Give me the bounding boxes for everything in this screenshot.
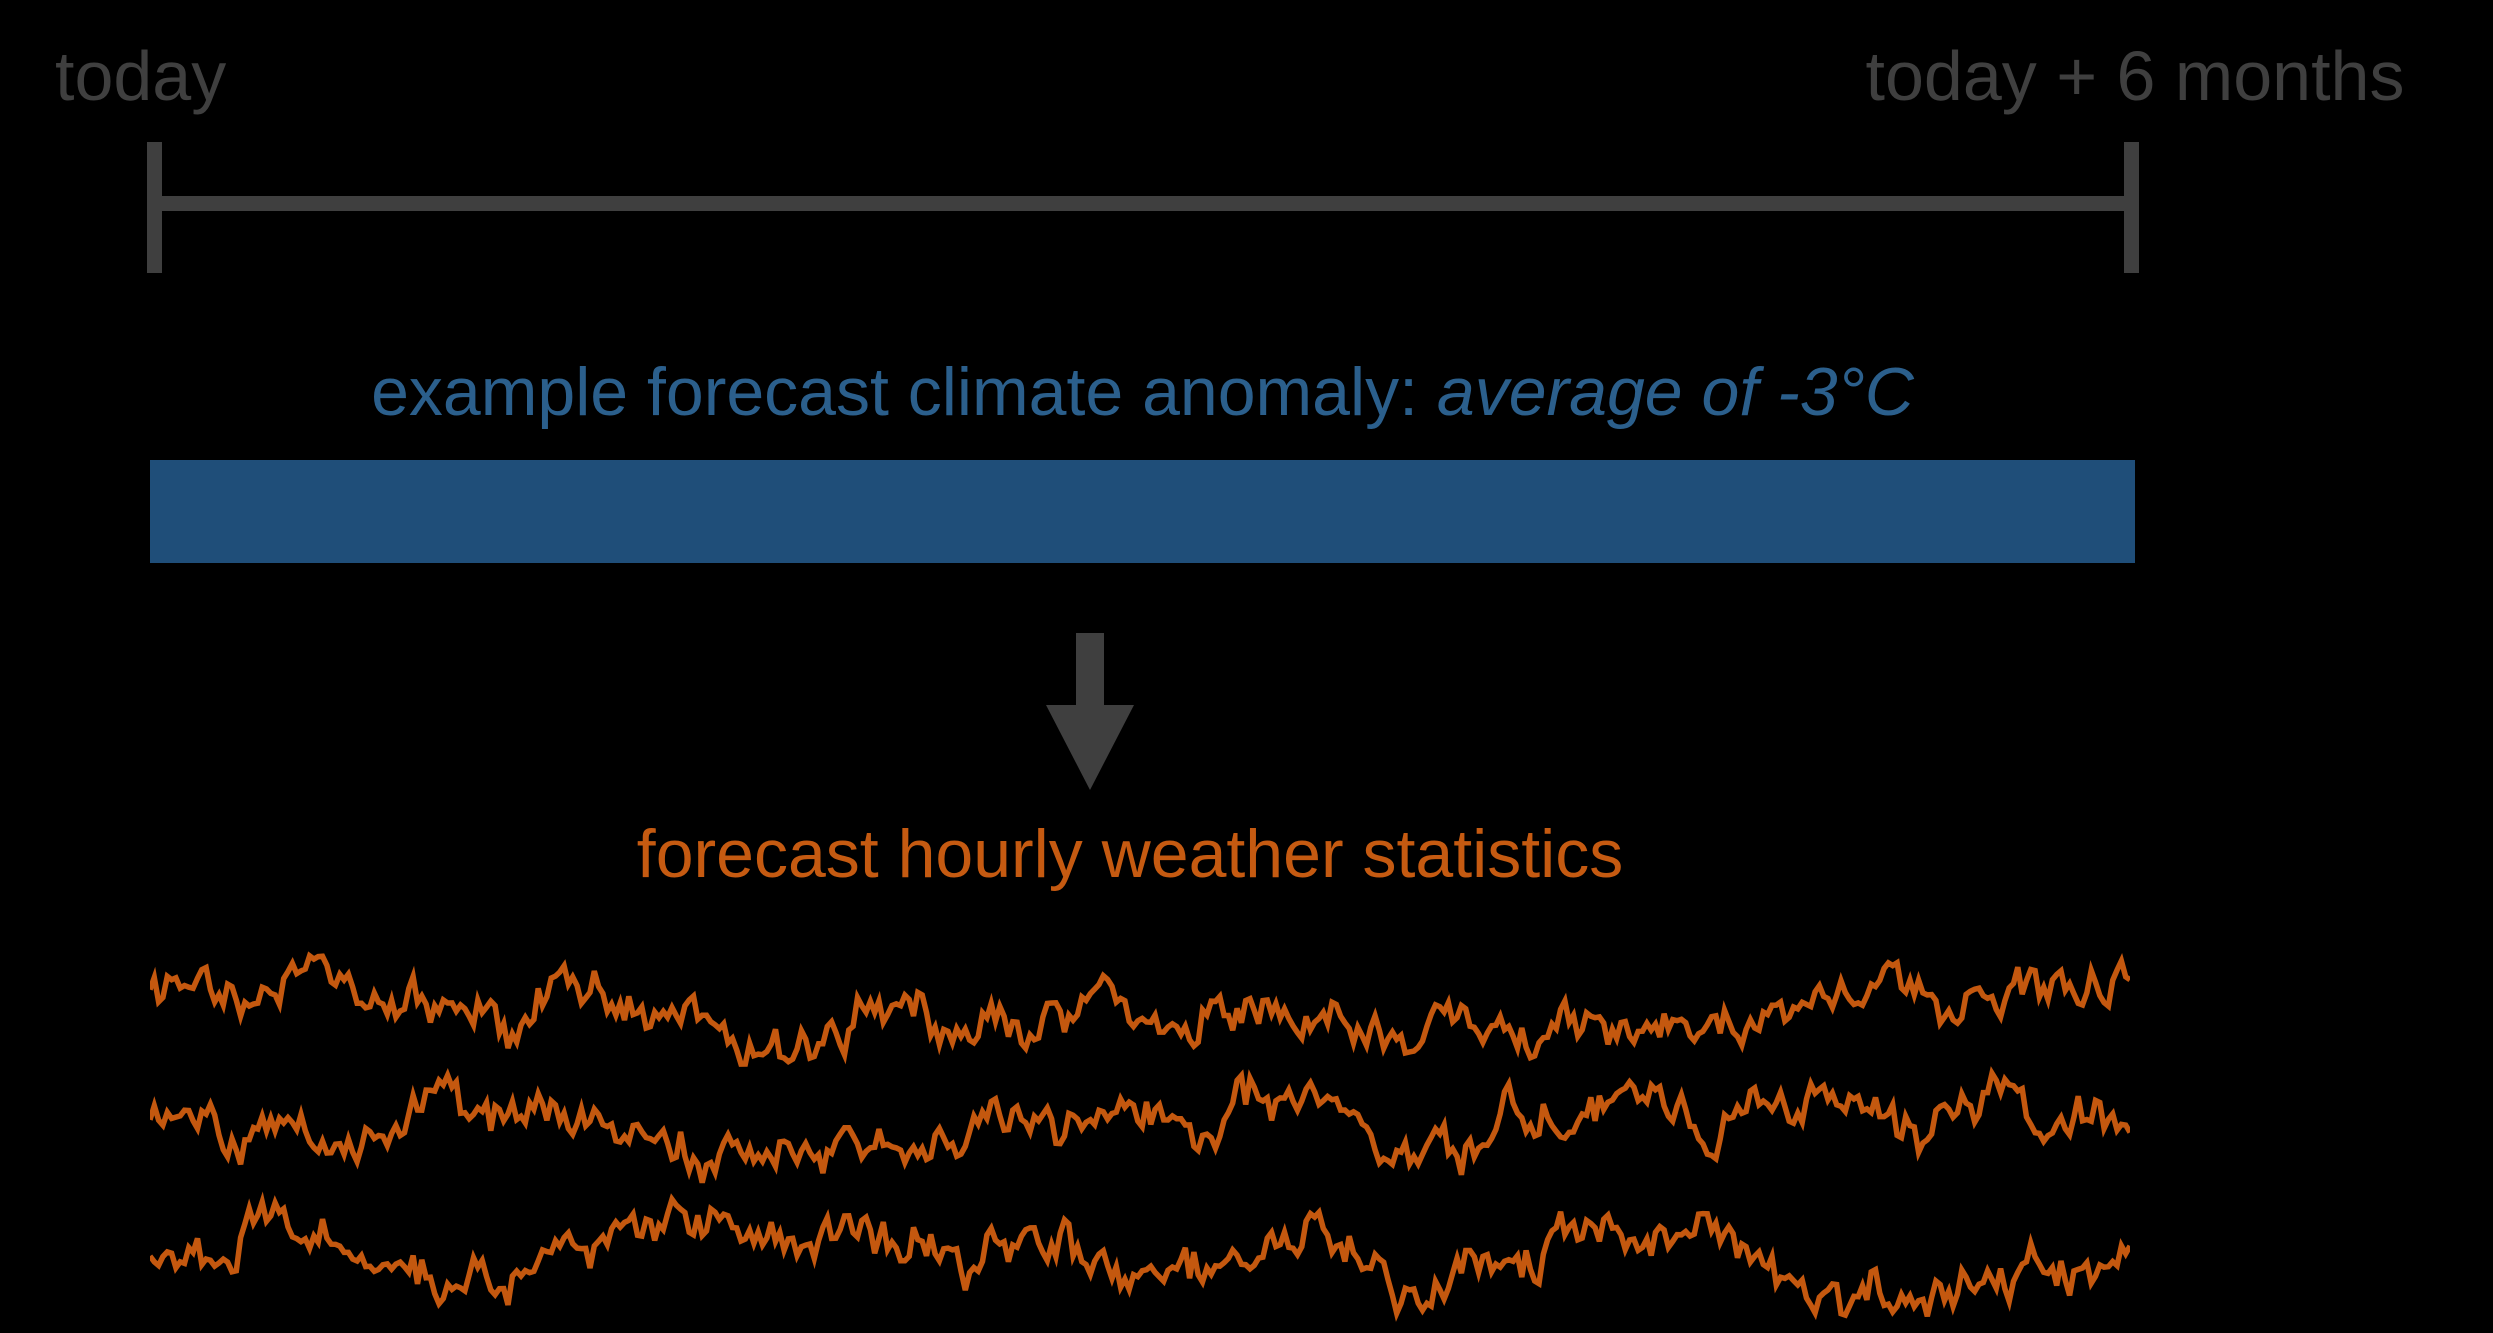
climate-anomaly-bar — [150, 460, 2135, 563]
weather-trace — [150, 951, 2130, 1067]
timeline-line — [150, 196, 2133, 211]
timeline-start-tick — [147, 142, 162, 273]
weather-trace — [150, 1066, 2130, 1184]
climate-caption-italic: average of -3°C — [1436, 354, 1914, 430]
timeline-end-tick — [2124, 142, 2139, 273]
timeline-start-label: today — [55, 37, 227, 115]
weather-traces — [150, 951, 2130, 1322]
climate-caption-regular: example forecast climate anomaly: — [371, 354, 1437, 430]
timeline-end-label: today + 6 months — [1865, 37, 2405, 115]
weather-statistics-caption: forecast hourly weather statistics — [636, 816, 1624, 892]
weather-trace — [150, 1191, 2130, 1322]
climate-anomaly-caption: example forecast climate anomaly: averag… — [150, 358, 2135, 426]
